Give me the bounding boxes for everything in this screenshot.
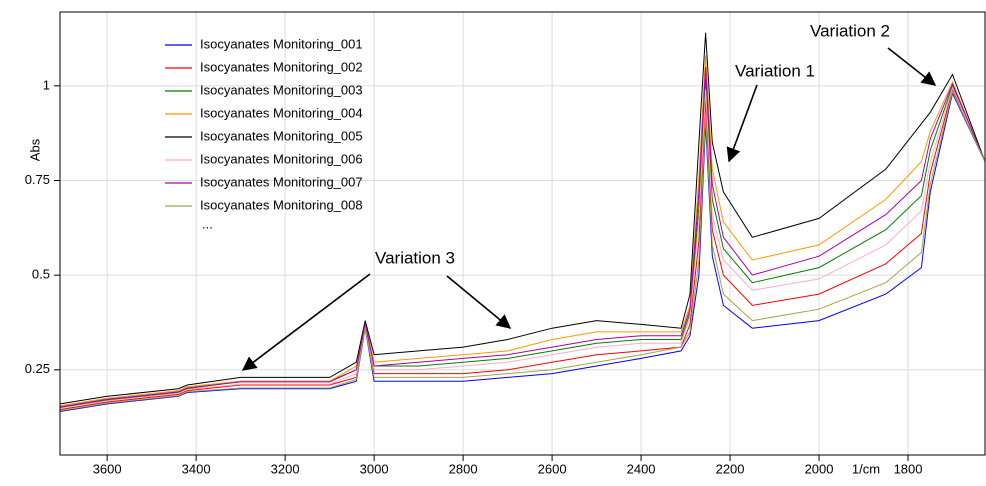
plot-frame [59, 11, 986, 456]
y-tick-label: 0.75 [25, 172, 50, 187]
x-tick-label: 3600 [93, 461, 122, 476]
y-tick-label: 0.5 [32, 267, 50, 282]
series-lines [59, 32, 986, 412]
x-tick-label: 2800 [449, 461, 478, 476]
series-line [59, 66, 986, 408]
x-tick-label: 2200 [716, 461, 745, 476]
x-tick-label: 3200 [271, 461, 300, 476]
x-tick-label: 3400 [182, 461, 211, 476]
annotation: Variation 2 [810, 21, 890, 40]
x-axis-label: 1/cm [852, 461, 880, 476]
legend-label: Isocyanates Monitoring_004 [200, 105, 363, 120]
annotation-arrow [726, 84, 758, 163]
y-tick-label: 1 [43, 77, 50, 92]
series-line [59, 32, 986, 405]
annotation-arrow [887, 47, 937, 86]
x-tick-label: 2400 [627, 461, 656, 476]
series-line [59, 55, 986, 407]
series-line [59, 88, 986, 411]
series-line [59, 78, 986, 409]
legend-label: Isocyanates Monitoring_005 [200, 128, 363, 143]
legend-label: Isocyanates Monitoring_001 [200, 36, 363, 51]
annotation: Variation 1 [735, 61, 815, 80]
x-tick-label: 2600 [538, 461, 567, 476]
annotation-arrow [446, 275, 512, 329]
x-tick-label: 2000 [805, 461, 834, 476]
annotation: Variation 3 [375, 248, 455, 267]
legend-label: Isocyanates Monitoring_006 [200, 151, 363, 166]
grid [60, 12, 985, 455]
y-tick-label: 0.25 [25, 361, 50, 376]
legend-more: ... [202, 216, 213, 231]
x-tick-label: 3000 [360, 461, 389, 476]
series-line [59, 86, 986, 409]
legend-label: Isocyanates Monitoring_008 [200, 197, 363, 212]
annotation-arrow [241, 273, 371, 371]
y-axis-label: Abs [27, 138, 42, 161]
legend-label: Isocyanates Monitoring_007 [200, 174, 363, 189]
x-tick-label: 1800 [894, 461, 923, 476]
legend-label: Isocyanates Monitoring_002 [200, 59, 363, 74]
legend: Isocyanates Monitoring_001 Isocyanates Mo… [165, 36, 363, 231]
legend-label: Isocyanates Monitoring_003 [200, 82, 363, 97]
series-line [59, 91, 986, 412]
series-line [59, 89, 986, 412]
